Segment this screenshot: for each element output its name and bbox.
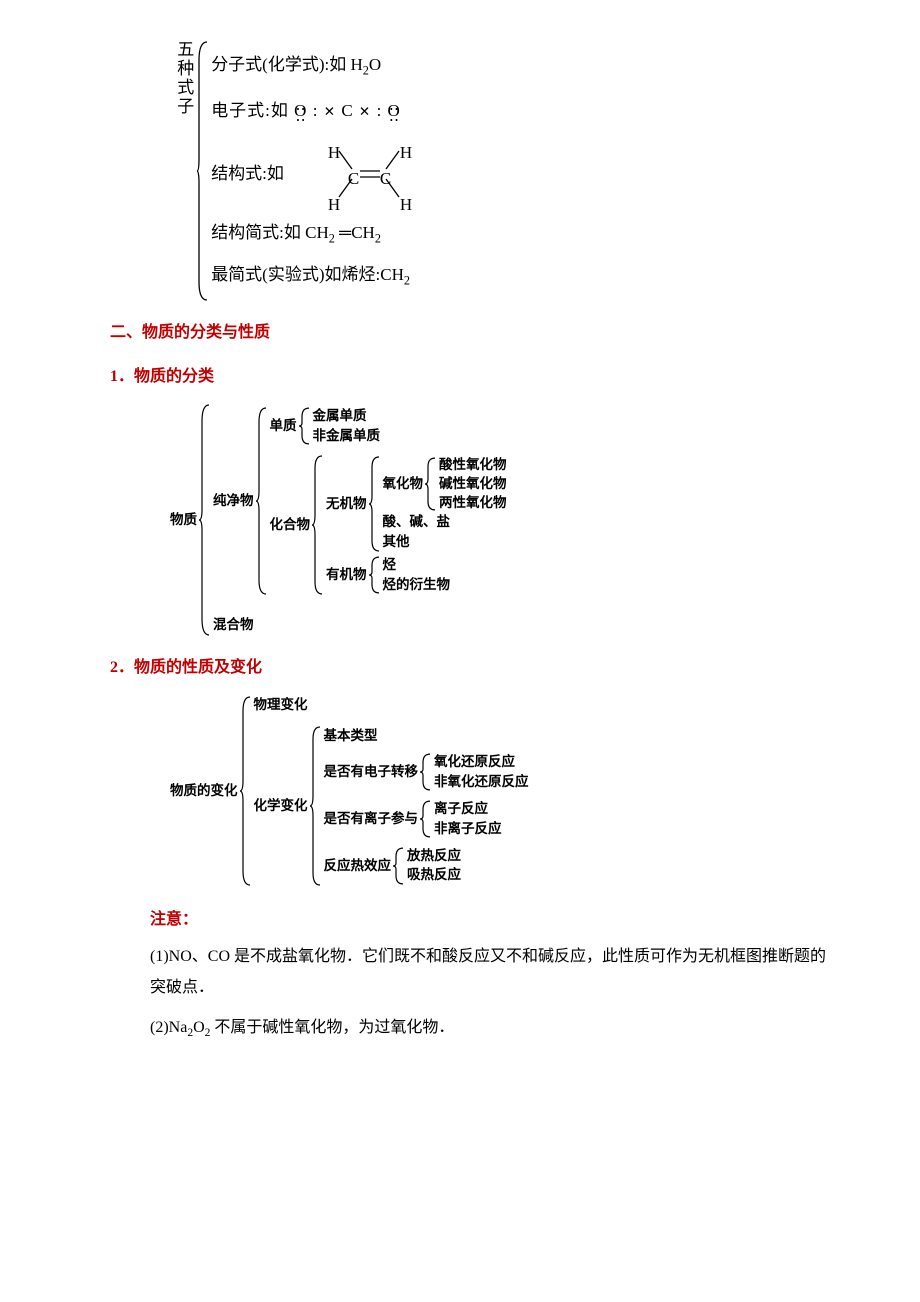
brace-icon [420,752,432,792]
heading-2-2: 2．物质的性质及变化 [110,655,830,681]
text: ✕ [359,104,371,119]
fig2-mixture: 混合物 [213,610,507,635]
text: O [294,101,307,120]
fig1-electron: 电子式:如 O : ✕ C ✕ : O [211,87,454,135]
fig2-root: 物质 [170,403,199,637]
fig3-ion: 是否有离子参与 [324,799,421,839]
text: : [313,101,324,120]
fig2-metal: 金属单质 [313,407,381,426]
sub: 2 [375,232,381,246]
fig2-element: 单质 [270,406,299,446]
atom-h: H [400,189,412,221]
text: O [369,55,381,74]
fig3-endo: 吸热反应 [407,866,461,885]
figure-changes: 物质的变化 物理变化 化学变化 基本类型 是否有电子转移 氧化还原反应 非氧化还… [170,695,830,887]
fig2-organic: 有机物 [326,555,369,595]
atom-h: H [328,137,340,169]
fig2-hc: 烃 [383,556,451,575]
fig2-amphoteric-oxide: 两性氧化物 [439,494,507,513]
fig3-root: 物质的变化 [170,695,240,887]
fig3-electron: 是否有电子转移 [324,752,421,792]
ethylene-structure: H H C C H H [284,139,454,209]
brace-icon [425,456,437,512]
text: ✕ [324,104,336,119]
brace-icon [197,40,209,302]
text: ═CH [335,223,375,242]
text: (2)Na [150,1019,187,1036]
brace-icon [312,454,324,596]
atom-h: H [400,137,412,169]
fig3-exo: 放热反应 [407,847,461,866]
fig2-other: 其他 [383,533,507,552]
text: 分子式(化学式):如 H [211,55,363,74]
atom-c: C [380,163,391,195]
fig2-inorganic: 无机物 [326,455,369,553]
fig2-pure: 纯净物 [213,490,256,512]
figure-classification: 物质 纯净物 单质 金属单质 非金属单质 化合物 [170,403,830,637]
fig2-basic-oxide: 碱性氧化物 [439,475,507,494]
heading-2-1: 1．物质的分类 [110,364,830,390]
brace-icon [369,455,381,553]
fig3-nonredox: 非氧化还原反应 [434,772,529,791]
fig3-nonionic: 非离子反应 [434,819,502,838]
brace-icon [369,555,381,595]
brace-icon [420,799,432,839]
note-2: (2)Na2O2 不属于碱性氧化物，为过氧化物． [150,1013,830,1045]
text: 最简式(实验式)如烯烃:CH [211,265,404,284]
text: : [377,101,388,120]
fig2-acidic-oxide: 酸性氧化物 [439,455,507,474]
brace-icon [299,406,311,446]
text: O [193,1019,205,1036]
fig1-molecular: 分子式(化学式):如 H2O [211,45,454,87]
fig2-hc-deriv: 烃的衍生物 [383,575,451,594]
fig2-abs: 酸、碱、盐 [383,513,507,532]
brace-icon [199,403,211,637]
heading-section-2: 二、物质的分类与性质 [110,320,830,346]
fig2-oxide: 氧化物 [383,456,426,512]
fig3-redox: 氧化还原反应 [434,753,529,772]
fig2-compound: 化合物 [270,454,313,596]
figure-five-formulas: 五种式子 分子式(化学式):如 H2O 电子式:如 O : ✕ C ✕ : O … [170,40,830,302]
fig1-empirical: 最简式(实验式)如烯烃:CH2 [211,255,454,297]
fig3-physical: 物理变化 [254,696,529,715]
fig3-basic-type: 基本类型 [324,726,529,745]
brace-icon [310,725,322,887]
fig1-structural: 结构式:如 H H C C H H [211,135,454,213]
brace-icon [393,846,405,886]
atom-c: C [348,163,359,195]
text: 结构简式:如 CH [211,223,329,242]
text: 电子式:如 [211,101,294,120]
fig1-label: 五种式子 [170,40,197,302]
text: 不属于碱性氧化物，为过氧化物． [210,1019,454,1036]
note-1: (1)NO、CO 是不成盐氧化物．它们既不和酸反应又不和碱反应，此性质可作为无机… [150,942,830,1003]
fig3-ionic: 离子反应 [434,800,502,819]
text: O [388,101,401,120]
atom-h: H [328,189,340,221]
fig3-chemical: 化学变化 [254,725,310,887]
note-label: 注意： [150,907,830,933]
brace-icon [256,406,268,596]
text: 结构式:如 [211,158,284,190]
text: C [341,101,353,120]
fig3-heat: 反应热效应 [324,846,394,886]
brace-icon [240,695,252,887]
sub: 2 [404,273,410,287]
fig2-nonmetal: 非金属单质 [313,426,381,445]
